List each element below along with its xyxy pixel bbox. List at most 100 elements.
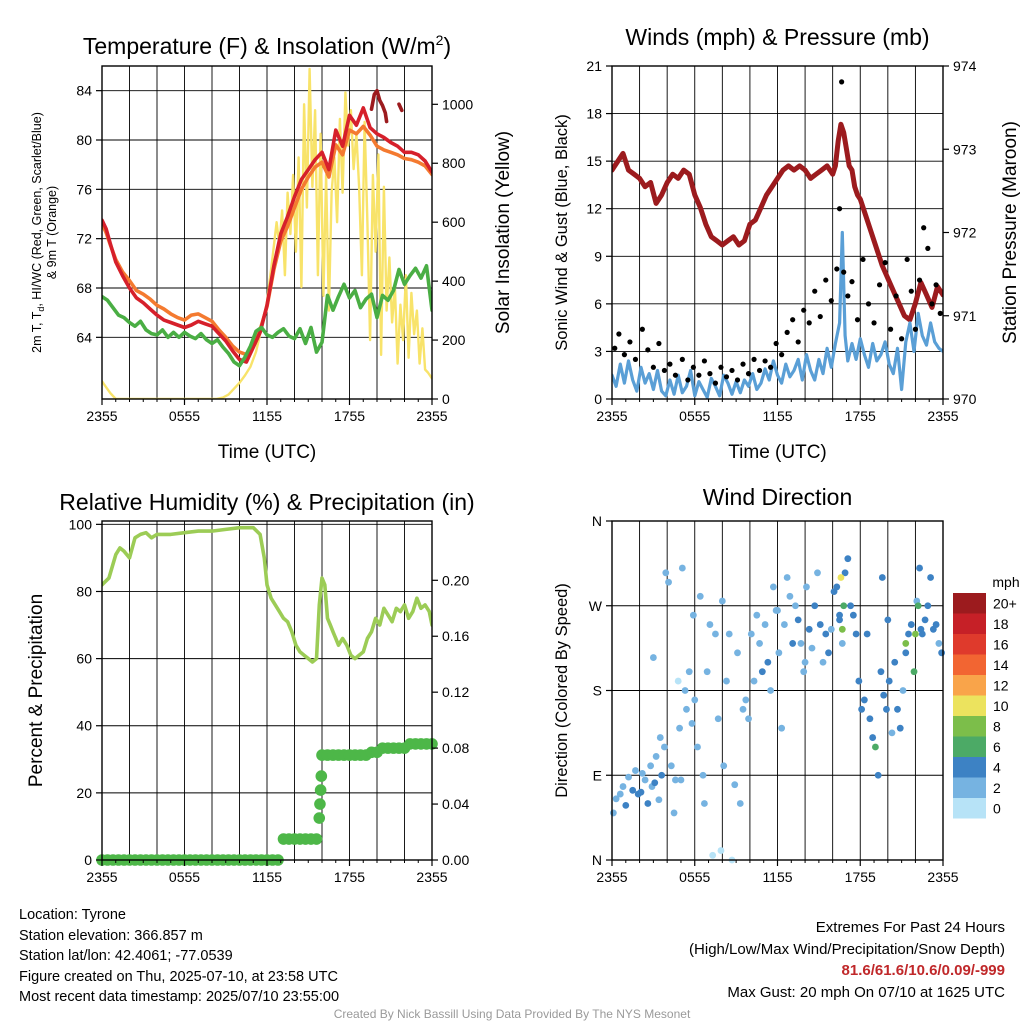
gust-point xyxy=(632,356,639,362)
direction-point xyxy=(838,625,846,633)
x-axis-label: Time (UTC) xyxy=(728,442,827,463)
gust-point xyxy=(779,352,785,358)
gust-point xyxy=(667,361,673,367)
colorbar-label: 2 xyxy=(993,780,1001,796)
direction-point xyxy=(632,767,639,774)
direction-point xyxy=(917,625,925,633)
gust-point xyxy=(672,372,679,378)
gust-point xyxy=(904,256,910,263)
direction-point xyxy=(833,583,841,591)
colorbar: mph 20+ 18 16 14 12 10 8 6 4 2 0 xyxy=(953,574,1020,819)
x-tick-label: 1155 xyxy=(252,408,282,424)
gust-point xyxy=(661,367,668,374)
y2-tick-label: 0.20 xyxy=(442,572,469,588)
direction-point xyxy=(688,720,696,727)
direction-point xyxy=(678,564,686,572)
precip-point xyxy=(314,798,326,810)
gust-point xyxy=(876,282,883,288)
direction-point xyxy=(902,640,910,647)
gust-point xyxy=(854,317,861,323)
direction-point xyxy=(720,762,728,770)
y2-axis-label: Solar Insolation (Yellow) xyxy=(493,131,514,334)
gust-point xyxy=(740,361,746,367)
direction-point xyxy=(736,800,744,807)
direction-point xyxy=(769,583,777,591)
direction-point xyxy=(780,621,788,628)
direction-point xyxy=(622,801,630,809)
gust-point xyxy=(762,358,768,364)
direction-point xyxy=(683,705,690,713)
gust-point xyxy=(723,374,730,380)
gust-point xyxy=(812,288,818,294)
direction-point xyxy=(896,724,904,732)
y-axis-label: Direction (Colored By Speed) xyxy=(553,583,571,798)
gust-point xyxy=(849,279,855,285)
direction-point xyxy=(694,743,701,751)
direction-point xyxy=(764,658,772,666)
ylabel-part: , HI/WC (Red, Green, Scarlet/Blue) xyxy=(30,112,44,307)
direction-point xyxy=(838,640,846,647)
gust-point xyxy=(751,356,757,362)
direction-point xyxy=(811,602,819,610)
y2-tick-label: 0.08 xyxy=(442,740,469,756)
y2-tick-label: 400 xyxy=(442,273,466,289)
direction-point xyxy=(863,630,871,638)
direction-point xyxy=(629,786,637,794)
direction-point xyxy=(786,592,794,600)
direction-point xyxy=(609,809,617,817)
y-tick-label: 72 xyxy=(76,231,92,247)
direction-point xyxy=(874,771,882,779)
direction-point xyxy=(712,630,719,638)
gust-point xyxy=(790,317,796,323)
series-solar xyxy=(102,67,432,399)
title-main: Temperature (F) & Insolation (W/m xyxy=(83,33,436,59)
gust-point xyxy=(817,313,823,320)
direction-point xyxy=(789,640,797,647)
direction-point xyxy=(699,771,707,779)
x-axis-label: Time (UTC) xyxy=(218,442,317,463)
colorbar-swatch xyxy=(953,798,986,819)
y-tick-label: S xyxy=(593,683,602,699)
gust-point xyxy=(823,277,829,283)
direction-point xyxy=(837,574,845,581)
direction-point xyxy=(652,753,660,760)
x-tick-label: 1755 xyxy=(845,869,876,885)
direction-point xyxy=(750,677,758,685)
y-axis-label: Percent & Precipitation xyxy=(26,594,47,787)
title-close: ) xyxy=(443,33,451,59)
direction-point xyxy=(921,616,929,624)
x-tick-label: 2355 xyxy=(596,408,627,424)
y-axis-label: 2m T, Td, HI/WC (Red, Green, Scarlet/Blu… xyxy=(30,112,46,353)
gust-point xyxy=(865,301,872,307)
direction-point xyxy=(907,621,915,628)
y-tick-label: 12 xyxy=(586,201,602,217)
y-tick-label: 40 xyxy=(76,718,92,734)
colorbar-label: 10 xyxy=(993,698,1009,714)
y-tick-label: 68 xyxy=(76,280,92,296)
direction-point xyxy=(723,677,730,685)
gust-point xyxy=(806,320,812,326)
gust-point xyxy=(612,345,618,351)
direction-point xyxy=(651,779,659,787)
direction-point xyxy=(655,796,663,804)
direction-point xyxy=(819,658,827,666)
direction-point xyxy=(888,729,896,737)
direction-point xyxy=(883,705,890,713)
y2-tick-label: 0 xyxy=(442,391,450,407)
colorbar-swatch xyxy=(953,736,986,757)
y-tick-label: 60 xyxy=(76,651,92,667)
direction-point xyxy=(849,611,857,619)
gust-point xyxy=(929,301,935,307)
gust-point xyxy=(712,380,719,386)
direction-point xyxy=(803,583,810,591)
x-tick-label: 2355 xyxy=(86,408,117,424)
direction-point xyxy=(674,677,682,685)
direction-point xyxy=(696,592,704,600)
y-tick-label: 100 xyxy=(69,516,93,532)
direction-point xyxy=(884,616,892,624)
gust-point xyxy=(893,293,899,299)
direction-point xyxy=(894,705,901,713)
colorbar-label: 12 xyxy=(993,678,1009,694)
